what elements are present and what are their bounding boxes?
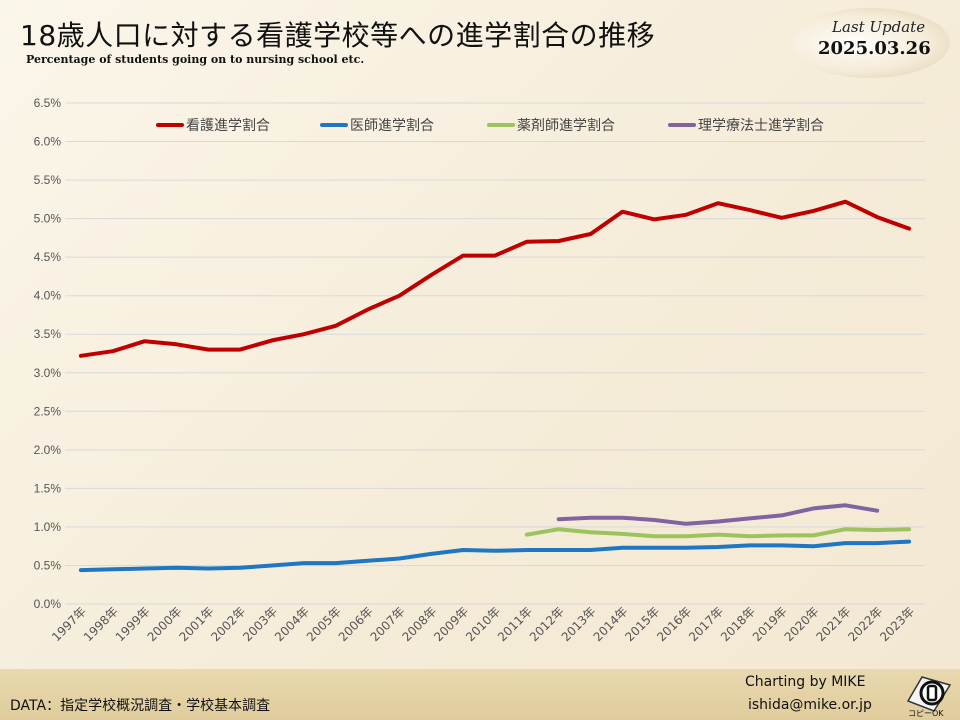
data-source: DATA：指定学校概況調査・学校基本調査 bbox=[10, 698, 271, 714]
y-tick-label: 0.0% bbox=[34, 597, 62, 611]
y-tick-label: 1.5% bbox=[34, 481, 62, 495]
x-tick-label: 2022年 bbox=[845, 604, 885, 644]
legend-label: 薬剤師進学割合 bbox=[517, 117, 615, 134]
last-update-label: Last Update bbox=[832, 18, 926, 36]
x-tick-label: 2003年 bbox=[240, 604, 280, 644]
x-tick-label: 1998年 bbox=[81, 604, 121, 644]
copy-ok-logo-icon bbox=[906, 676, 952, 712]
last-update-date: 2025.03.26 bbox=[818, 38, 931, 59]
credit-author: Charting by MIKE bbox=[745, 674, 866, 690]
y-tick-label: 6.0% bbox=[34, 135, 62, 149]
footer-bar bbox=[0, 669, 960, 720]
y-tick-label: 2.0% bbox=[34, 443, 62, 457]
series-line-4 bbox=[556, 503, 880, 526]
y-tick-label: 5.5% bbox=[34, 173, 62, 187]
x-tick-label: 2007年 bbox=[368, 604, 408, 644]
x-tick-label: 2010年 bbox=[463, 604, 503, 644]
series-line-2 bbox=[78, 539, 912, 573]
x-tick-label: 2021年 bbox=[814, 604, 854, 644]
x-tick-label: 2009年 bbox=[431, 604, 471, 644]
y-tick-label: 0.5% bbox=[34, 558, 62, 572]
legend: 看護進学割合 医師進学割合 薬剤師進学割合 理学療法士進学割合 bbox=[156, 117, 824, 134]
y-tick-label: 6.5% bbox=[34, 96, 62, 110]
x-tick-label: 2006年 bbox=[336, 604, 376, 644]
chart-subtitle: Percentage of students going on to nursi… bbox=[26, 53, 365, 66]
update-swoosh-decoration bbox=[790, 8, 950, 78]
x-tick-label: 2008年 bbox=[399, 604, 439, 644]
gridlines bbox=[65, 102, 925, 605]
y-tick-label: 5.0% bbox=[34, 212, 62, 226]
legend-label: 看護進学割合 bbox=[186, 117, 270, 134]
y-tick-label: 1.0% bbox=[34, 520, 62, 534]
x-tick-label: 2019年 bbox=[750, 604, 790, 644]
legend-label: 医師進学割合 bbox=[350, 117, 434, 134]
x-tick-label: 2016年 bbox=[654, 604, 694, 644]
x-tick-label: 2000年 bbox=[145, 604, 185, 644]
x-tick-label: 2001年 bbox=[176, 604, 216, 644]
credit-email[interactable]: ishida@mike.or.jp bbox=[748, 697, 872, 713]
y-axis-ticks: 0.0% 0.5% 1.0% 1.5% 2.0% 2.5% 3.0% 3.5% 4.0% 4.5%… bbox=[34, 96, 62, 611]
x-tick-label: 2018年 bbox=[718, 604, 758, 644]
series-line-1 bbox=[78, 199, 912, 358]
x-tick-label: 1999年 bbox=[113, 604, 153, 644]
x-tick-label: 2013年 bbox=[559, 604, 599, 644]
x-tick-label: 2014年 bbox=[591, 604, 631, 644]
chart-title: 18歳人口に対する看護学校等への進学割合の推移 bbox=[20, 19, 656, 52]
y-tick-label: 2.5% bbox=[34, 404, 62, 418]
x-tick-label: 2012年 bbox=[527, 604, 567, 644]
x-tick-label: 2020年 bbox=[782, 604, 822, 644]
y-tick-label: 4.5% bbox=[34, 250, 62, 264]
series-line-3 bbox=[524, 527, 912, 539]
series-lines bbox=[78, 199, 912, 573]
x-axis-ticks: 1997年1998年1999年2000年2001年2002年2003年2004年… bbox=[49, 604, 917, 644]
y-tick-label: 3.5% bbox=[34, 327, 62, 341]
x-tick-label: 2023年 bbox=[877, 604, 917, 644]
x-tick-label: 2002年 bbox=[208, 604, 248, 644]
line-chart: 0.0% 0.5% 1.0% 1.5% 2.0% 2.5% 3.0% 3.5% 4.0% 4.5%… bbox=[34, 96, 925, 644]
y-tick-label: 4.0% bbox=[34, 289, 62, 303]
x-tick-label: 2011年 bbox=[495, 604, 535, 644]
x-tick-label: 2004年 bbox=[272, 604, 312, 644]
x-tick-label: 2017年 bbox=[686, 604, 726, 644]
x-tick-label: 2015年 bbox=[622, 604, 662, 644]
x-tick-label: 2005年 bbox=[304, 604, 344, 644]
y-tick-label: 3.0% bbox=[34, 366, 62, 380]
logo-text: コピーOK bbox=[908, 709, 944, 718]
legend-label: 理学療法士進学割合 bbox=[698, 117, 824, 134]
